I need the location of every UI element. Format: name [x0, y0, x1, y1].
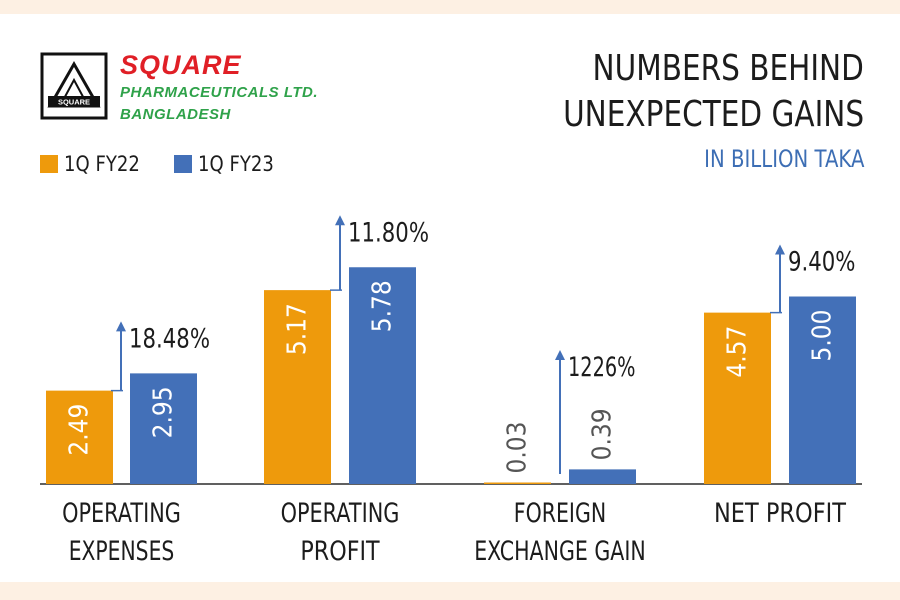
change-percent-label: 9.40% [788, 247, 856, 278]
change-percent-label: 11.80% [348, 217, 429, 248]
category-label: OPERATING [281, 498, 400, 529]
logo-wordmark: SQUARE [58, 98, 90, 107]
chart-title-line-2: UNEXPECTED GAINS [562, 94, 864, 135]
change-percent-label: 18.48% [129, 323, 210, 354]
legend-swatch-fy22 [40, 155, 58, 173]
bar-value-label: 2.95 [149, 386, 179, 438]
chart-subtitle: IN BILLION TAKA [703, 145, 864, 173]
growth-arrow-head [555, 350, 565, 360]
square-logo: SQUARE [40, 52, 108, 120]
bar-value-label: 5.17 [283, 303, 313, 355]
chart-title-line-1: NUMBERS BEHIND [592, 48, 864, 89]
category-label: EXCHANGE GAIN [474, 536, 646, 567]
bar [264, 290, 331, 484]
category-label: OPERATING [62, 498, 181, 529]
bar-value-label: 4.57 [723, 326, 753, 378]
category-label: PROFIT [300, 536, 380, 567]
legend-label-fy23: 1Q FY23 [198, 152, 275, 176]
company-country: BANGLADESH [120, 106, 231, 123]
bar-value-label: 0.39 [588, 408, 618, 460]
category-label: FOREIGN [514, 498, 606, 529]
growth-arrow-head [775, 244, 785, 255]
bar-value-label: 5.00 [808, 310, 838, 362]
legend-swatch-fy23 [174, 155, 193, 173]
legend-item-fy22: 1Q FY22 [40, 152, 152, 176]
bar [704, 312, 771, 484]
bar-value-label: 5.78 [368, 280, 398, 332]
growth-arrow-head [335, 215, 345, 226]
bar [349, 267, 416, 484]
bar-value-label: 2.49 [65, 404, 95, 456]
bar [130, 373, 197, 484]
legend-item-fy23: 1Q FY23 [174, 152, 286, 176]
change-percent-label: 1226% [568, 352, 636, 383]
category-label: EXPENSES [69, 536, 175, 567]
chart-legend: 1Q FY22 1Q FY23 [40, 152, 308, 176]
category-label: NET PROFIT [714, 498, 846, 529]
legend-label-fy22: 1Q FY22 [64, 152, 140, 176]
bar [789, 296, 856, 484]
growth-arrow-head [116, 321, 126, 332]
infographic-panel [0, 14, 900, 582]
bar [484, 482, 551, 484]
bar [569, 469, 636, 484]
company-name: SQUARE [120, 50, 242, 80]
bar-value-label: 0.03 [503, 422, 533, 474]
bar [46, 390, 113, 484]
company-subtitle: PHARMACEUTICALS LTD. [120, 84, 319, 101]
